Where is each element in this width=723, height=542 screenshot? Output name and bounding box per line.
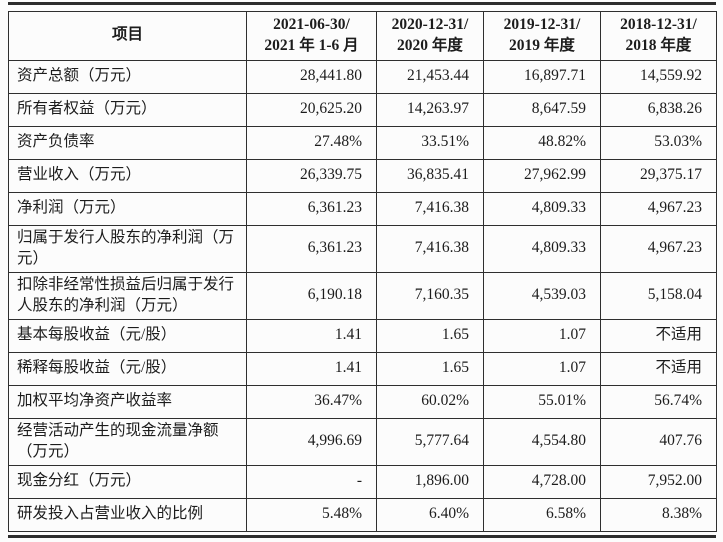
header-period-2: 2019-12-31/2019 年度 [483, 11, 601, 61]
header-item-label: 项目 [8, 11, 247, 61]
header-period-line1: 2020-12-31/ [391, 16, 469, 33]
header-period-1: 2020-12-31/2020 年度 [376, 11, 484, 61]
row-value: 7,416.38 [376, 224, 484, 273]
row-value: 不适用 [600, 351, 717, 386]
table-row: 归属于发行人股东的净利润（万元） 6,361.23 7,416.38 4,809.33… [8, 224, 717, 273]
table-row: 净利润（万元） 6,361.23 7,416.38 4,809.33 4,967.23 [8, 191, 717, 226]
header-period-line2: 2018 年度 [625, 36, 692, 54]
row-value: 407.76 [600, 417, 717, 466]
row-value: 4,996.69 [246, 417, 377, 466]
row-value: 7,416.38 [376, 191, 484, 226]
row-value: 4,728.00 [483, 464, 601, 499]
row-label: 基本每股收益（元/股） [8, 318, 247, 353]
header-period-line2: 2021 年 1-6 月 [264, 36, 359, 54]
financial-summary-table: 项目 2021-06-30/2021 年 1-6 月 2020-12-31/202… [8, 11, 717, 532]
row-value: 1,896.00 [376, 464, 484, 499]
row-value: 56.74% [600, 384, 717, 419]
table-row: 资产负债率 27.48% 33.51% 48.82% 53.03% [8, 125, 717, 160]
row-value: 4,967.23 [600, 191, 717, 226]
row-value: 6,361.23 [246, 224, 377, 273]
row-value: 14,263.97 [376, 92, 484, 127]
row-value: 55.01% [483, 384, 601, 419]
row-value: 1.41 [246, 351, 377, 386]
header-period-line1: 2019-12-31/ [503, 16, 581, 33]
row-label: 稀释每股收益（元/股） [8, 351, 247, 386]
row-label: 营业收入（万元） [8, 158, 247, 193]
row-value: 1.65 [376, 351, 484, 386]
row-value: 6,361.23 [246, 191, 377, 226]
row-value: 5.48% [246, 497, 377, 532]
table-body: 资产总额（万元） 28,441.80 21,453.44 16,897.71 14,55… [8, 59, 717, 532]
row-label: 加权平均净资产收益率 [8, 384, 247, 419]
table-row: 扣除非经常性损益后归属于发行人股东的净利润（万元） 6,190.18 7,160.3… [8, 271, 717, 320]
table-row: 研发投入占营业收入的比例 5.48% 6.40% 6.58% 8.38% [8, 497, 717, 532]
row-value: 14,559.92 [600, 59, 717, 94]
table-row: 基本每股收益（元/股） 1.41 1.65 1.07 不适用 [8, 318, 717, 353]
row-value: 53.03% [600, 125, 717, 160]
header-period-line2: 2020 年度 [397, 36, 463, 54]
row-value: 1.65 [376, 318, 484, 353]
row-value: 48.82% [483, 125, 601, 160]
table-row: 所有者权益（万元） 20,625.20 14,263.97 8,647.59 6,838… [8, 92, 717, 127]
row-value: 1.07 [483, 351, 601, 386]
row-value: 27.48% [246, 125, 377, 160]
row-value: 4,539.03 [483, 271, 601, 320]
header-row: 项目 2021-06-30/2021 年 1-6 月 2020-12-31/202… [8, 11, 717, 61]
header-period-0: 2021-06-30/2021 年 1-6 月 [246, 11, 377, 61]
row-value: 29,375.17 [600, 158, 717, 193]
row-label: 研发投入占营业收入的比例 [8, 497, 247, 532]
row-value: 4,809.33 [483, 191, 601, 226]
row-value: 5,777.64 [376, 417, 484, 466]
row-value: - [246, 464, 377, 499]
row-value: 27,962.99 [483, 158, 601, 193]
table-row: 经营活动产生的现金流量净额（万元） 4,996.69 5,777.64 4,554.8… [8, 417, 717, 466]
row-value: 20,625.20 [246, 92, 377, 127]
row-value: 5,158.04 [600, 271, 717, 320]
table-row: 现金分红（万元） -1,896.00 4,728.00 7,952.00 [8, 464, 717, 499]
table-header: 项目 2021-06-30/2021 年 1-6 月 2020-12-31/202… [8, 11, 717, 61]
row-value: 6,190.18 [246, 271, 377, 320]
row-value: 36.47% [246, 384, 377, 419]
row-value: 4,967.23 [600, 224, 717, 273]
table-row: 营业收入（万元） 26,339.75 36,835.41 27,962.99 29,37… [8, 158, 717, 193]
table-row: 稀释每股收益（元/股） 1.41 1.65 1.07 不适用 [8, 351, 717, 386]
row-label: 扣除非经常性损益后归属于发行人股东的净利润（万元） [8, 271, 247, 320]
row-value: 28,441.80 [246, 59, 377, 94]
row-label: 现金分红（万元） [8, 464, 247, 499]
row-value: 4,809.33 [483, 224, 601, 273]
table-row: 资产总额（万元） 28,441.80 21,453.44 16,897.71 14,55… [8, 59, 717, 94]
row-value: 4,554.80 [483, 417, 601, 466]
row-value: 36,835.41 [376, 158, 484, 193]
row-label: 净利润（万元） [8, 191, 247, 226]
row-value: 21,453.44 [376, 59, 484, 94]
header-period-line2: 2019 年度 [509, 36, 575, 54]
row-value: 7,160.35 [376, 271, 484, 320]
table-row: 加权平均净资产收益率 36.47% 60.02% 55.01% 56.74% [8, 384, 717, 419]
row-label: 所有者权益（万元） [8, 92, 247, 127]
row-value: 8,647.59 [483, 92, 601, 127]
row-value: 16,897.71 [483, 59, 601, 94]
row-value: 1.07 [483, 318, 601, 353]
header-period-line1: 2021-06-30/ [273, 16, 350, 33]
row-label: 经营活动产生的现金流量净额（万元） [8, 417, 247, 466]
row-label: 资产负债率 [8, 125, 247, 160]
row-value: 6.40% [376, 497, 484, 532]
row-value: 6.58% [483, 497, 601, 532]
header-period-line1: 2018-12-31/ [620, 16, 697, 33]
row-label: 资产总额（万元） [8, 59, 247, 94]
row-value: 1.41 [246, 318, 377, 353]
header-period-3: 2018-12-31/2018 年度 [600, 11, 717, 61]
row-value: 7,952.00 [600, 464, 717, 499]
row-value: 不适用 [600, 318, 717, 353]
row-value: 6,838.26 [600, 92, 717, 127]
row-value: 60.02% [376, 384, 484, 419]
row-label: 归属于发行人股东的净利润（万元） [8, 224, 247, 273]
row-value: 33.51% [376, 125, 484, 160]
row-value: 8.38% [600, 497, 717, 532]
row-value: 26,339.75 [246, 158, 377, 193]
financial-table-frame: 项目 2021-06-30/2021 年 1-6 月 2020-12-31/202… [8, 2, 717, 538]
